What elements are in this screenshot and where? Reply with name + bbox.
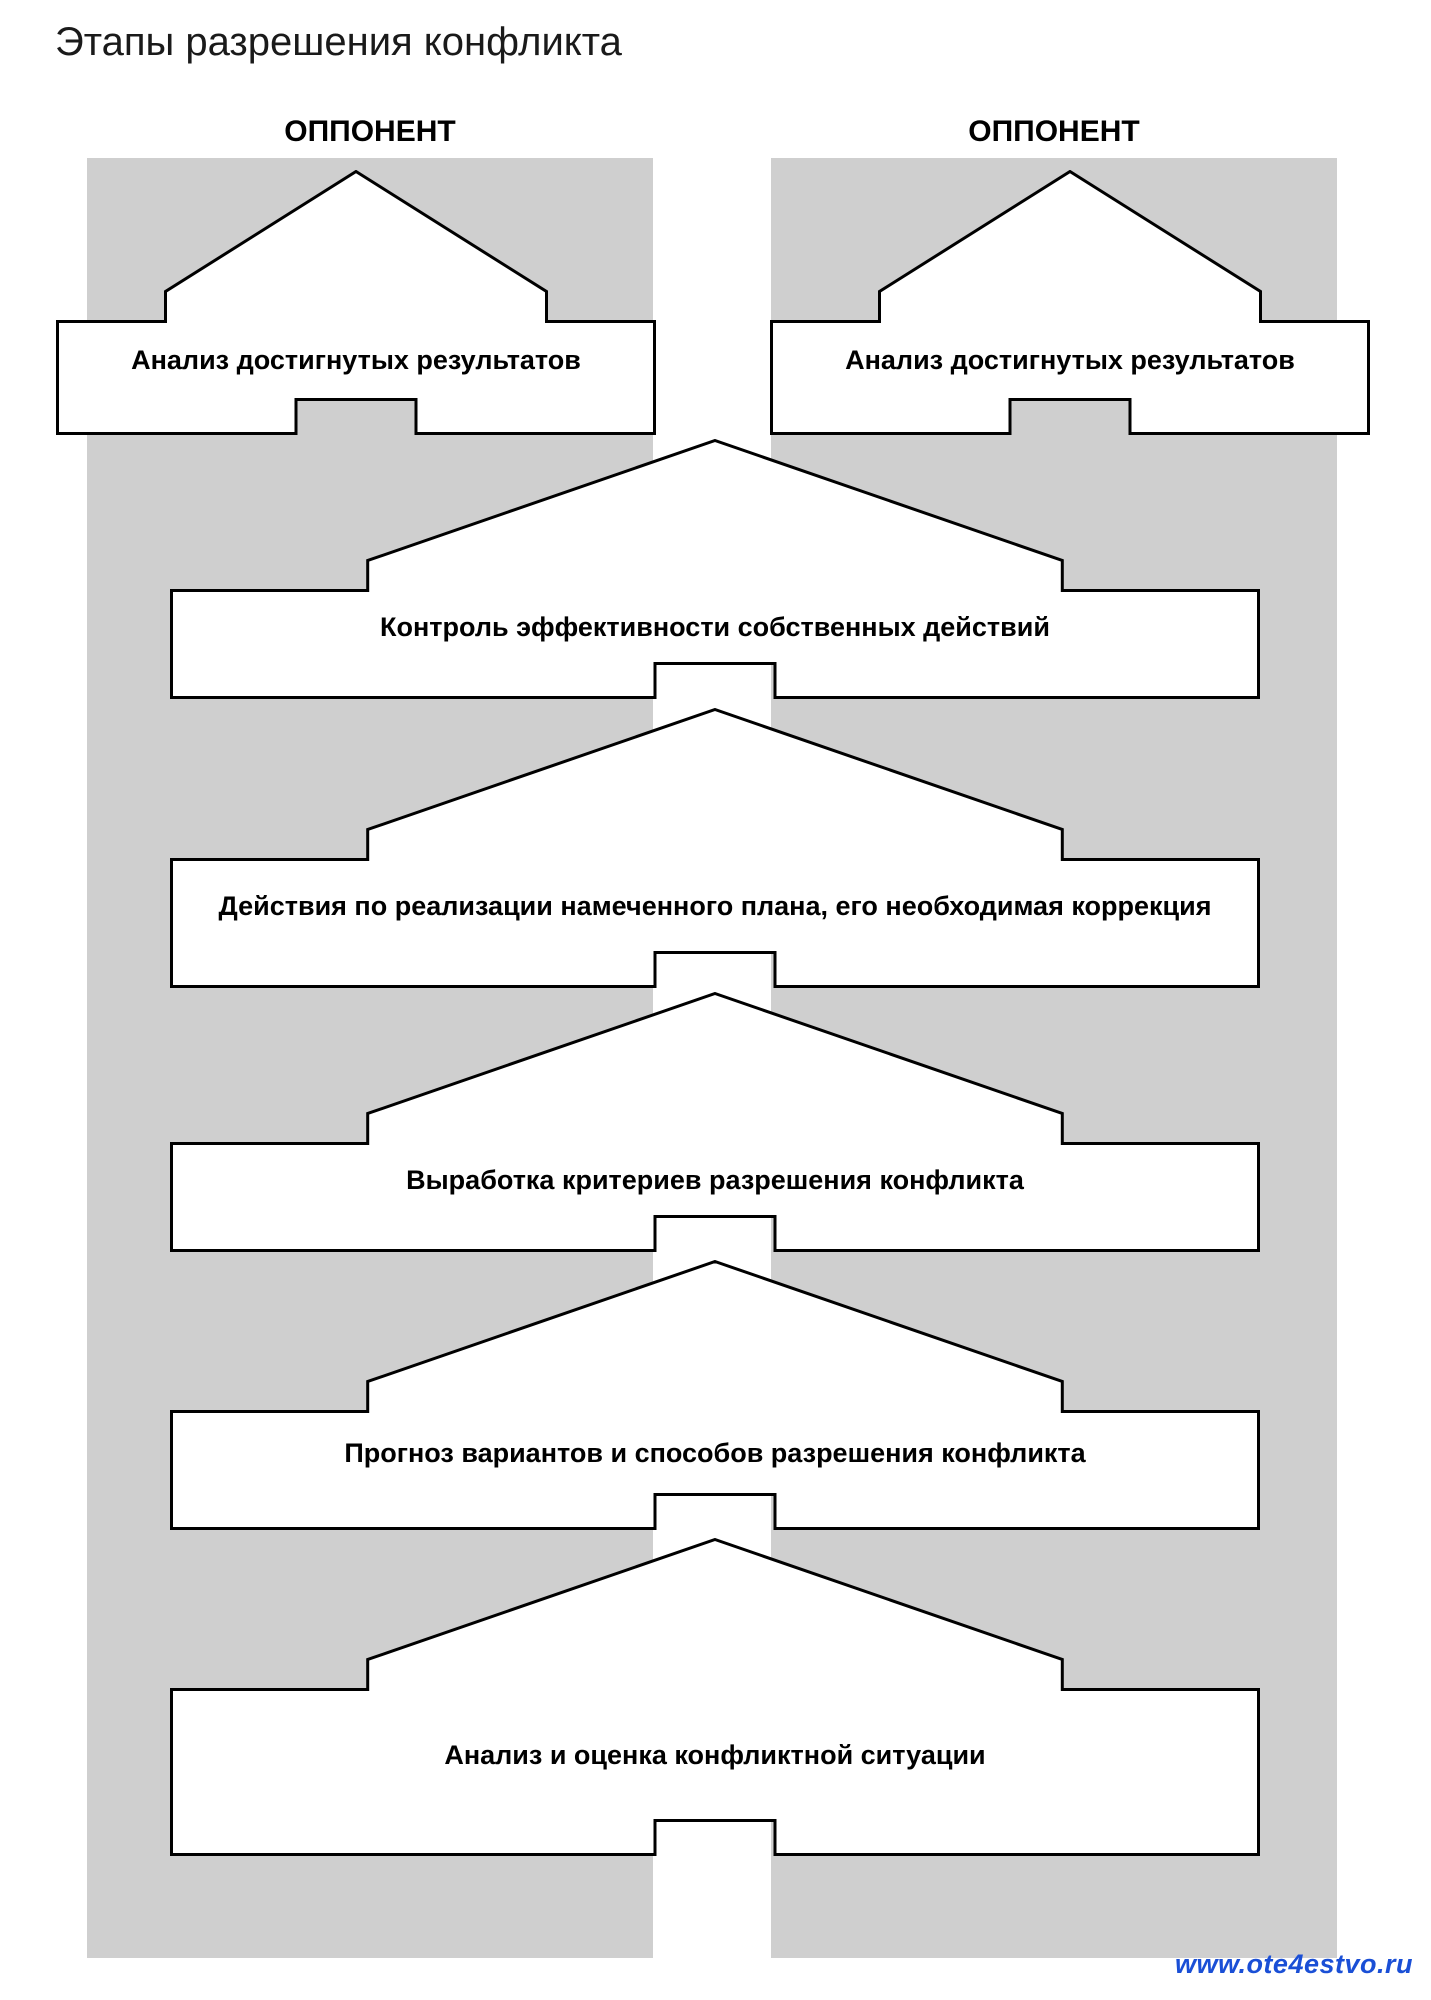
arrow-box-label: Выработка критериев разрешения конфликта bbox=[170, 1144, 1260, 1217]
arrow-box-label: Контроль эффективности собственных дейст… bbox=[170, 591, 1260, 664]
arrow-box-center-2: Выработка критериев разрешения конфликта bbox=[170, 992, 1260, 1252]
arrow-box-center-3: Прогноз вариантов и способов разрешения … bbox=[170, 1260, 1260, 1530]
arrow-box-label: Анализ достигнутых результатов bbox=[56, 322, 656, 400]
arrow-box-label: Анализ и оценка конфликтной ситуации bbox=[170, 1690, 1260, 1821]
arrow-box-center-4: Анализ и оценка конфликтной ситуации bbox=[170, 1538, 1260, 1856]
arrow-box-label: Действия по реализации намеченного плана… bbox=[170, 860, 1260, 953]
watermark-text: www.ote4estvo.ru bbox=[1175, 1949, 1413, 1980]
arrow-box-center-0: Контроль эффективности собственных дейст… bbox=[170, 439, 1260, 699]
arrow-box-label: Анализ достигнутых результатов bbox=[770, 322, 1370, 400]
page-title: Этапы разрешения конфликта bbox=[55, 20, 622, 65]
arrow-box-top-right: Анализ достигнутых результатов bbox=[770, 170, 1370, 435]
diagram-page: Этапы разрешения конфликта ОППОНЕНТ ОППО… bbox=[0, 0, 1431, 2000]
right-column-header: ОППОНЕНТ bbox=[771, 115, 1337, 149]
arrow-box-label: Прогноз вариантов и способов разрешения … bbox=[170, 1412, 1260, 1495]
left-column-header: ОППОНЕНТ bbox=[87, 115, 653, 149]
arrow-box-center-1: Действия по реализации намеченного плана… bbox=[170, 708, 1260, 988]
arrow-box-top-left: Анализ достигнутых результатов bbox=[56, 170, 656, 435]
